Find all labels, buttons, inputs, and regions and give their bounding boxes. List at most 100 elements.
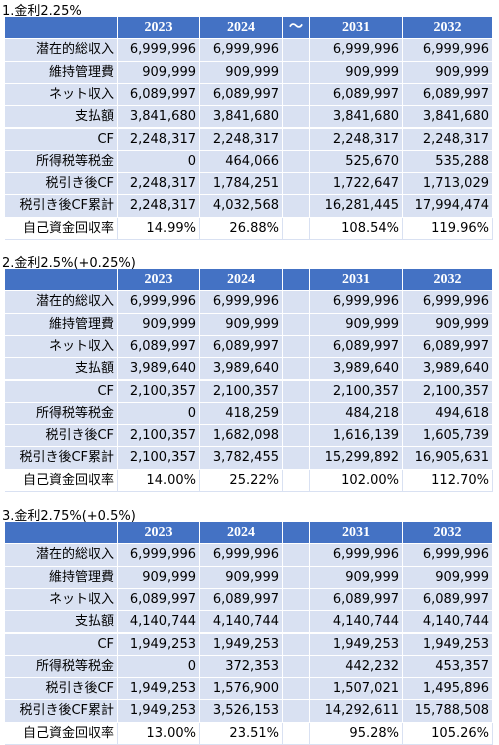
header-cell: 2031 xyxy=(310,17,403,40)
header-empty xyxy=(5,269,118,292)
cell-value: 6,999,996 xyxy=(403,291,493,314)
cell-value: 3,989,640 xyxy=(403,358,493,381)
row-label: 税引き後CF xyxy=(5,425,118,448)
header-cell: 2032 xyxy=(403,522,493,545)
header-cell: 2024 xyxy=(200,522,283,545)
cell-empty xyxy=(283,588,310,612)
cell-value: 909,999 xyxy=(200,61,283,84)
cell-value: 6,999,996 xyxy=(200,39,283,62)
cell-value: 25.22% xyxy=(200,469,283,492)
cell-value: 23.51% xyxy=(200,722,283,745)
cell-value: 6,089,997 xyxy=(403,588,493,612)
cell-value: 1,784,251 xyxy=(200,173,283,196)
row-label: 維持管理費 xyxy=(5,566,118,589)
cell-value: 1,507,021 xyxy=(310,678,403,701)
cell-value: 1,949,253 xyxy=(200,633,283,656)
row-label: 自己資金回収率 xyxy=(5,722,118,745)
row-label: ネット収入 xyxy=(5,588,118,612)
cell-value: 13.00% xyxy=(118,722,200,745)
cell-empty xyxy=(283,150,310,174)
cell-value: 3,841,680 xyxy=(200,106,283,129)
row-label: 所得税等税金 xyxy=(5,150,118,174)
cell-value: 16,281,445 xyxy=(310,195,403,218)
cell-value: 464,066 xyxy=(200,150,283,174)
cell-empty xyxy=(283,611,310,634)
row-label: 税引き後CF xyxy=(5,678,118,701)
header-empty xyxy=(5,17,118,40)
cell-value: 6,089,997 xyxy=(310,83,403,107)
cell-value: 1,949,253 xyxy=(310,633,403,656)
header-empty xyxy=(283,522,310,545)
row-label: CF xyxy=(5,633,118,656)
cell-value: 4,140,744 xyxy=(310,611,403,634)
cell-value: 1,949,253 xyxy=(118,678,200,701)
cell-value: 112.70% xyxy=(403,469,493,492)
cell-value: 2,100,357 xyxy=(200,380,283,403)
cell-value: 535,288 xyxy=(403,150,493,174)
cell-value: 3,782,455 xyxy=(200,447,283,470)
cell-value: 1,616,139 xyxy=(310,425,403,448)
cell-value: 2,248,317 xyxy=(118,128,200,151)
cell-value: 909,999 xyxy=(403,61,493,84)
cell-value: 108.54% xyxy=(310,217,403,240)
cell-empty xyxy=(283,566,310,589)
row-label: ネット収入 xyxy=(5,83,118,107)
cell-value: 6,999,996 xyxy=(200,544,283,567)
cell-value: 2,100,357 xyxy=(118,425,200,448)
cell-value: 6,089,997 xyxy=(118,335,200,359)
row-label: 潜在的総収入 xyxy=(5,544,118,567)
header-cell: 2031 xyxy=(310,522,403,545)
cell-value: 2,100,357 xyxy=(403,380,493,403)
cell-empty xyxy=(283,469,310,492)
header-cell: 2032 xyxy=(403,17,493,40)
cell-value: 453,357 xyxy=(403,655,493,679)
cell-value: 3,526,153 xyxy=(200,700,283,723)
cell-empty xyxy=(283,61,310,84)
cell-value: 6,999,996 xyxy=(403,544,493,567)
cell-value: 3,841,680 xyxy=(403,106,493,129)
cell-value: 909,999 xyxy=(310,566,403,589)
cell-value: 15,299,892 xyxy=(310,447,403,470)
header-cell: 2024 xyxy=(200,17,283,40)
cell-value: 1,949,253 xyxy=(118,633,200,656)
cell-value: 2,248,317 xyxy=(310,128,403,151)
cell-value: 14.00% xyxy=(118,469,200,492)
cell-value: 442,232 xyxy=(310,655,403,679)
row-label: 維持管理費 xyxy=(5,61,118,84)
cell-value: 15,788,508 xyxy=(403,700,493,723)
cell-value: 525,670 xyxy=(310,150,403,174)
row-label: 支払額 xyxy=(5,611,118,634)
row-label: 税引き後CF累計 xyxy=(5,195,118,218)
section-title: 2.金利2.5%(+0.25%) xyxy=(2,256,136,271)
cell-value: 909,999 xyxy=(403,566,493,589)
row-label: 潜在的総収入 xyxy=(5,39,118,62)
cell-value: 26.88% xyxy=(200,217,283,240)
cell-value: 2,248,317 xyxy=(200,128,283,151)
cell-empty xyxy=(283,700,310,723)
cell-value: 0 xyxy=(118,150,200,174)
row-label: 所得税等税金 xyxy=(5,402,118,426)
cell-value: 6,999,996 xyxy=(310,544,403,567)
row-label: CF xyxy=(5,128,118,151)
row-label: 自己資金回収率 xyxy=(5,469,118,492)
cell-value: 119.96% xyxy=(403,217,493,240)
cell-value: 14,292,611 xyxy=(310,700,403,723)
cell-value: 6,089,997 xyxy=(118,83,200,107)
cell-empty xyxy=(283,128,310,151)
header-empty xyxy=(5,522,118,545)
cell-value: 6,089,997 xyxy=(200,335,283,359)
cell-empty xyxy=(283,425,310,448)
cell-empty xyxy=(283,195,310,218)
section-title: 1.金利2.25% xyxy=(2,4,82,19)
cell-value: 1,682,098 xyxy=(200,425,283,448)
cell-value: 909,999 xyxy=(118,61,200,84)
cell-value: 6,089,997 xyxy=(310,588,403,612)
cell-empty xyxy=(283,655,310,679)
cell-value: 6,089,997 xyxy=(310,335,403,359)
cell-value: 909,999 xyxy=(200,566,283,589)
cell-value: 909,999 xyxy=(200,313,283,336)
row-label: 支払額 xyxy=(5,358,118,381)
cell-empty xyxy=(283,335,310,359)
cell-value: 3,841,680 xyxy=(118,106,200,129)
